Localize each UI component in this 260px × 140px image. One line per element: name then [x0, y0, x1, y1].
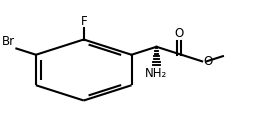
Text: Br: Br: [2, 35, 15, 48]
Text: O: O: [175, 27, 184, 40]
Text: F: F: [80, 15, 87, 28]
Text: O: O: [203, 55, 213, 68]
Text: NH₂: NH₂: [145, 67, 168, 80]
